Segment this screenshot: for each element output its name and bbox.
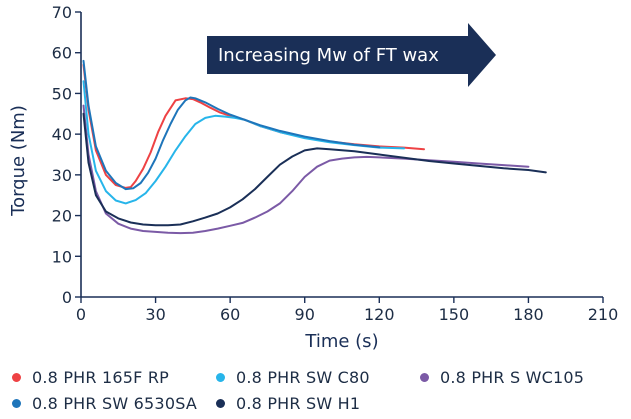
- series-line-0-8-phr-sw-h1: [82, 112, 547, 227]
- x-tick-label: 90: [295, 305, 315, 324]
- legend-label-sw-h1: 0.8 PHR SW H1: [236, 394, 361, 413]
- x-tick-label: 120: [364, 305, 395, 324]
- chart-legend: 0.8 PHR 165F RP 0.8 PHR SW C80 0.8 PHR S…: [0, 362, 631, 419]
- torque-time-chart: Increasing Mw of FT wax 0 10 20 30 40 50 60 70 0…: [8, 3, 619, 352]
- y-tick-label: 0: [62, 288, 72, 307]
- legend-item-165f-rp: 0.8 PHR 165F RP: [12, 368, 169, 387]
- y-tick-label: 70: [52, 3, 72, 22]
- legend-label-sw-6530sa: 0.8 PHR SW 6530SA: [32, 394, 197, 413]
- legend-label-165f-rp: 0.8 PHR 165F RP: [32, 368, 170, 387]
- x-tick-label: 210: [588, 305, 619, 324]
- legend-marker-165f-rp: [12, 373, 21, 382]
- y-axis-title: Torque (Nm): [8, 105, 29, 217]
- legend-marker-sw-c80: [216, 373, 225, 382]
- annotation-arrow: [207, 23, 496, 87]
- legend-label-sw-c80: 0.8 PHR SW C80: [236, 368, 370, 387]
- legend-item-s-wc105: 0.8 PHR S WC105: [420, 368, 584, 387]
- series-line-0-8-phr-165f-rp: [82, 63, 425, 189]
- legend-marker-sw-h1: [216, 399, 225, 408]
- x-tick-label: 30: [145, 305, 165, 324]
- legend-marker-sw-6530sa: [12, 399, 21, 408]
- legend-label-s-wc105: 0.8 PHR S WC105: [440, 368, 585, 387]
- y-tick-label: 20: [52, 207, 72, 226]
- x-tick-label: 150: [439, 305, 470, 324]
- x-tick-label: 0: [76, 305, 86, 324]
- series-line-0-8-phr-s-wc105: [82, 104, 530, 235]
- annotation-text: Increasing Mw of FT wax: [218, 45, 439, 66]
- y-tick-label: 60: [52, 44, 72, 63]
- series-line-0-8-phr-sw-c80: [82, 80, 406, 205]
- legend-item-sw-h1: 0.8 PHR SW H1: [216, 394, 360, 413]
- y-tick-label: 30: [52, 166, 72, 185]
- x-axis-title: Time (s): [304, 331, 378, 352]
- legend-marker-s-wc105: [420, 373, 429, 382]
- y-tick-label: 40: [52, 125, 72, 144]
- series-line-0-8-phr-sw-6530sa: [82, 59, 381, 191]
- legend-item-sw-c80: 0.8 PHR SW C80: [216, 368, 370, 387]
- y-tick-label: 10: [52, 247, 72, 266]
- x-tick-label: 60: [220, 305, 240, 324]
- y-tick-label: 50: [52, 84, 72, 103]
- legend-item-sw-6530sa: 0.8 PHR SW 6530SA: [12, 394, 197, 413]
- x-tick-label: 180: [513, 305, 544, 324]
